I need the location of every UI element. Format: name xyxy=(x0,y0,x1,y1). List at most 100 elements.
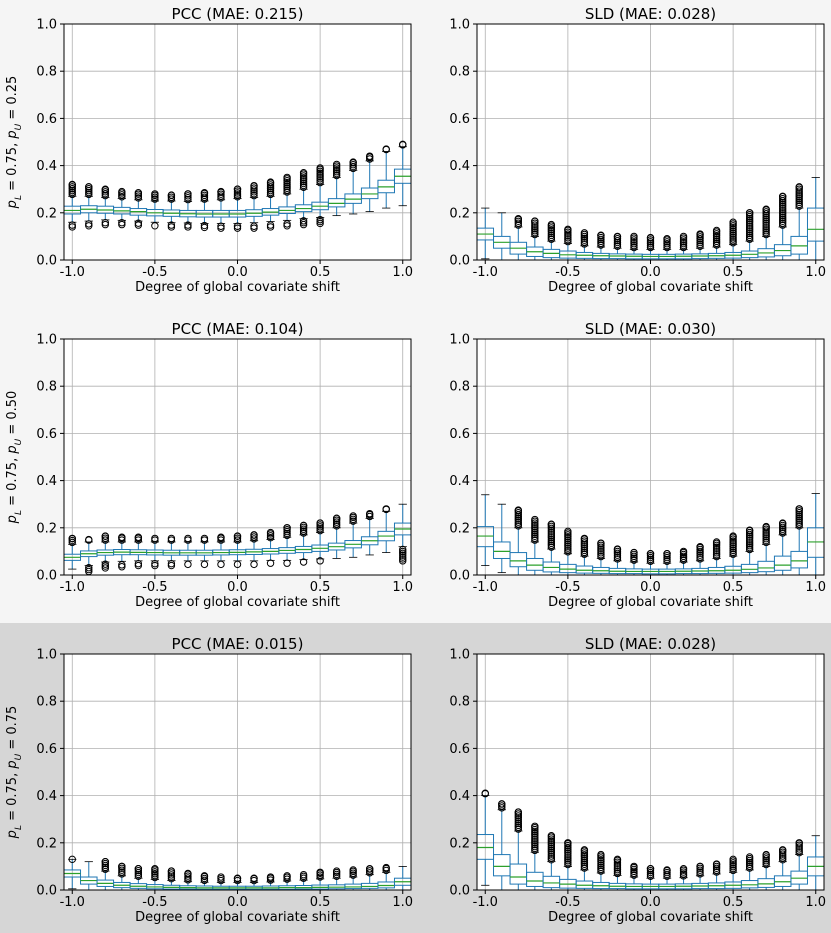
outlier-point xyxy=(597,547,605,555)
outlier-point xyxy=(101,863,110,872)
outlier-point xyxy=(679,556,688,564)
outlier-point xyxy=(613,855,622,864)
outlier-point xyxy=(167,867,176,875)
outlier-point xyxy=(795,185,803,193)
outlier-point xyxy=(118,563,126,571)
outlier-point xyxy=(729,225,737,234)
outlier-point xyxy=(580,546,589,555)
outlier-point xyxy=(580,236,589,244)
x-tick-label: -1.0 xyxy=(60,895,85,910)
box-0.3 xyxy=(278,524,296,567)
outlier-point xyxy=(217,187,225,196)
outlier-point xyxy=(778,523,787,532)
x-tick-label: 1.0 xyxy=(392,265,413,280)
outlier-point xyxy=(547,537,556,546)
outlier-point xyxy=(663,555,671,564)
outlier-point xyxy=(696,542,704,551)
outlier-point xyxy=(547,526,556,534)
outlier-point xyxy=(283,524,291,532)
outlier-point xyxy=(365,155,374,163)
outlier-point xyxy=(217,222,225,230)
outlier-point xyxy=(200,534,209,543)
x-axis-label: Degree of global covariate shift xyxy=(135,280,340,295)
outlier-point xyxy=(316,523,324,531)
outlier-point xyxy=(762,533,770,541)
outlier-point xyxy=(679,232,688,241)
outlier-point xyxy=(795,507,803,515)
outlier-point xyxy=(200,221,209,230)
outlier-point xyxy=(630,867,638,876)
outlier-point xyxy=(547,220,556,229)
outlier-point xyxy=(332,166,341,174)
box-0.5 xyxy=(311,519,329,565)
x-tick-label: -1.0 xyxy=(473,580,498,595)
x-tick-label: 0.5 xyxy=(310,580,331,595)
outlier-point xyxy=(597,241,605,249)
outlier-point xyxy=(68,855,76,864)
outlier-point xyxy=(712,547,721,555)
outlier-point xyxy=(795,191,803,199)
box--0.4 xyxy=(575,846,594,891)
y-tick-label: 0.6 xyxy=(449,112,470,127)
outlier-point xyxy=(547,854,556,862)
outlier-point xyxy=(745,536,754,544)
outlier-point xyxy=(101,188,110,196)
outlier-point xyxy=(729,546,737,555)
outlier-point xyxy=(564,851,572,859)
outlier-point xyxy=(597,865,605,873)
outlier-point xyxy=(762,522,770,531)
outlier-point xyxy=(531,822,539,830)
outlier-point xyxy=(514,219,523,227)
outlier-point xyxy=(151,193,159,201)
outlier-point xyxy=(580,851,589,859)
outlier-point xyxy=(613,242,622,251)
outlier-point xyxy=(564,858,572,867)
outlier-point xyxy=(745,545,754,554)
outlier-point xyxy=(613,545,622,553)
outlier-point xyxy=(762,858,770,867)
chart-panel-6: -1.0 -0.5 0.0 0.5 1.0 0.0 0.2 0.4 0.6 0.8 1.0 SLD (… xyxy=(449,635,826,925)
box--0.6 xyxy=(542,220,561,261)
outlier-point xyxy=(283,220,291,228)
x-tick-label: 0.5 xyxy=(310,895,331,910)
outlier-point xyxy=(646,557,655,566)
outlier-point xyxy=(514,815,523,824)
chart-panel-4: -1.0 -0.5 0.0 0.5 1.0 0.0 0.2 0.4 0.6 0.8 1.0 SLD (… xyxy=(449,320,826,610)
outlier-point xyxy=(795,849,803,857)
outlier-point xyxy=(778,206,787,214)
outlier-point xyxy=(547,837,556,845)
box--1.0 xyxy=(63,180,82,231)
outlier-point xyxy=(712,549,721,557)
outlier-point xyxy=(679,547,688,556)
outlier-point xyxy=(630,552,638,561)
outlier-point xyxy=(646,866,655,875)
outlier-point xyxy=(729,535,737,543)
outlier-point xyxy=(696,238,704,247)
outlier-point xyxy=(630,241,638,250)
chart-title: SLD (MAE: 0.030) xyxy=(585,320,716,338)
outlier-point xyxy=(399,547,407,556)
outlier-point xyxy=(151,868,159,876)
outlier-point xyxy=(382,145,390,153)
outlier-point xyxy=(332,516,341,524)
outlier-point xyxy=(250,535,258,543)
outlier-point xyxy=(547,856,556,864)
outlier-point xyxy=(580,539,589,547)
outlier-point xyxy=(564,548,572,556)
outlier-point xyxy=(778,519,787,527)
outlier-point xyxy=(564,225,572,234)
outlier-point xyxy=(101,185,110,193)
x-tick-label: 0.0 xyxy=(227,265,248,280)
x-tick-label: -0.5 xyxy=(142,895,167,910)
outlier-point xyxy=(134,865,143,873)
x-tick-label: -0.5 xyxy=(142,580,167,595)
outlier-point xyxy=(266,188,275,197)
outlier-point xyxy=(597,551,605,559)
outlier-point xyxy=(762,850,770,859)
outlier-point xyxy=(118,219,126,227)
outlier-point xyxy=(795,508,803,517)
chart-panel-3: -1.0 -0.5 0.0 0.5 1.0 0.0 0.2 0.4 0.6 0.8 1.0 PCC (… xyxy=(5,320,413,610)
outlier-point xyxy=(778,521,787,530)
outlier-point xyxy=(580,548,589,557)
